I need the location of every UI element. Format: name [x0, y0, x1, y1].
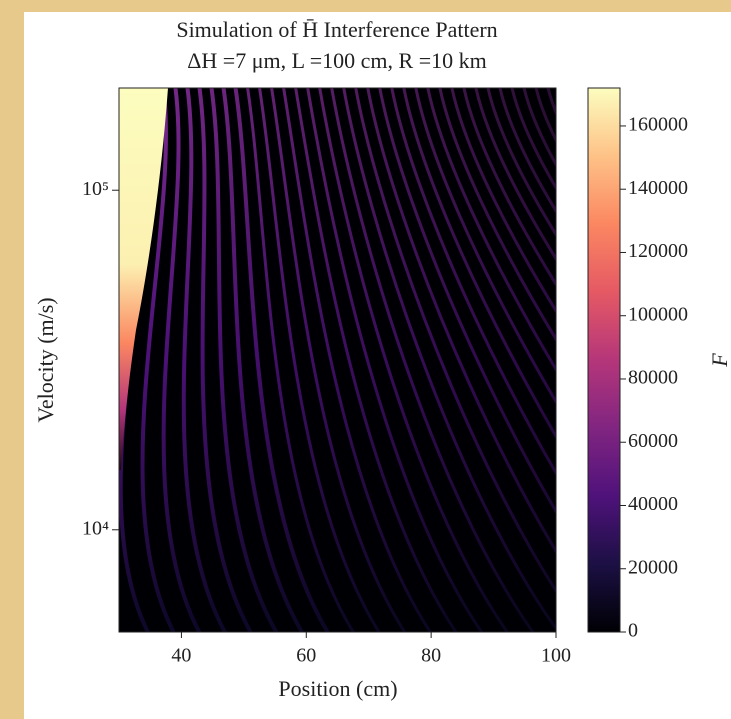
heatmap-image [119, 88, 556, 632]
fringe [474, 88, 556, 262]
x-tick-label: 80 [421, 645, 441, 667]
fringe [378, 88, 556, 515]
fringe [306, 88, 484, 632]
y-tick-label: 10⁴ [82, 517, 109, 539]
bright-region [119, 88, 168, 470]
colorbar-tick-label: 20000 [628, 556, 678, 578]
fringe [181, 88, 228, 632]
x-tick-label: 100 [541, 645, 571, 667]
fringe [221, 88, 305, 632]
plot-frame [118, 87, 557, 633]
colorbar [587, 87, 621, 633]
fringe [426, 88, 556, 373]
colorbar-tick-label: 100000 [628, 303, 688, 325]
fringe [390, 88, 556, 476]
x-tick-label: 40 [171, 645, 191, 667]
fringe [330, 88, 535, 632]
fringe [522, 88, 556, 168]
colorbar-tick-label: 140000 [628, 177, 688, 199]
x-tick-label: 60 [296, 645, 316, 667]
fringe [197, 88, 254, 632]
fringe [233, 88, 331, 632]
fringe [366, 88, 556, 554]
colorbar-tick-label: 60000 [628, 430, 678, 452]
fringe [342, 88, 556, 631]
fringe [510, 88, 556, 191]
colorbar-label: F [707, 353, 731, 368]
fringe [294, 88, 458, 632]
y-tick-label: 10⁵ [82, 178, 109, 200]
colorbar-tick-label: 40000 [628, 493, 678, 515]
fringe [414, 88, 556, 405]
fringe [246, 88, 356, 632]
y-axis-label: Velocity (m/s) [33, 297, 58, 422]
fringe [318, 88, 510, 632]
fringe [450, 88, 556, 314]
fringe [402, 88, 556, 440]
fringe [438, 88, 556, 343]
fringe [498, 88, 556, 214]
fringe [486, 88, 556, 238]
chart-subtitle: ΔH =7 μm, L =100 cm, R =10 km [187, 48, 486, 73]
colorbar-tick-label: 0 [628, 620, 638, 642]
colorbar-tick-label: 160000 [628, 114, 688, 136]
chart-title: Simulation of H̄ Interference Pattern [176, 17, 497, 42]
x-axis-label: Position (cm) [278, 676, 397, 701]
fringe [354, 88, 556, 594]
fringe [270, 88, 407, 632]
fringe [161, 88, 202, 632]
colorbar-tick-label: 80000 [628, 367, 678, 389]
colorbar-tick-label: 120000 [628, 240, 688, 262]
fringe [209, 88, 279, 632]
fringe [282, 88, 433, 632]
fringe [258, 88, 381, 632]
fringe [140, 88, 176, 632]
fringe [462, 88, 556, 287]
